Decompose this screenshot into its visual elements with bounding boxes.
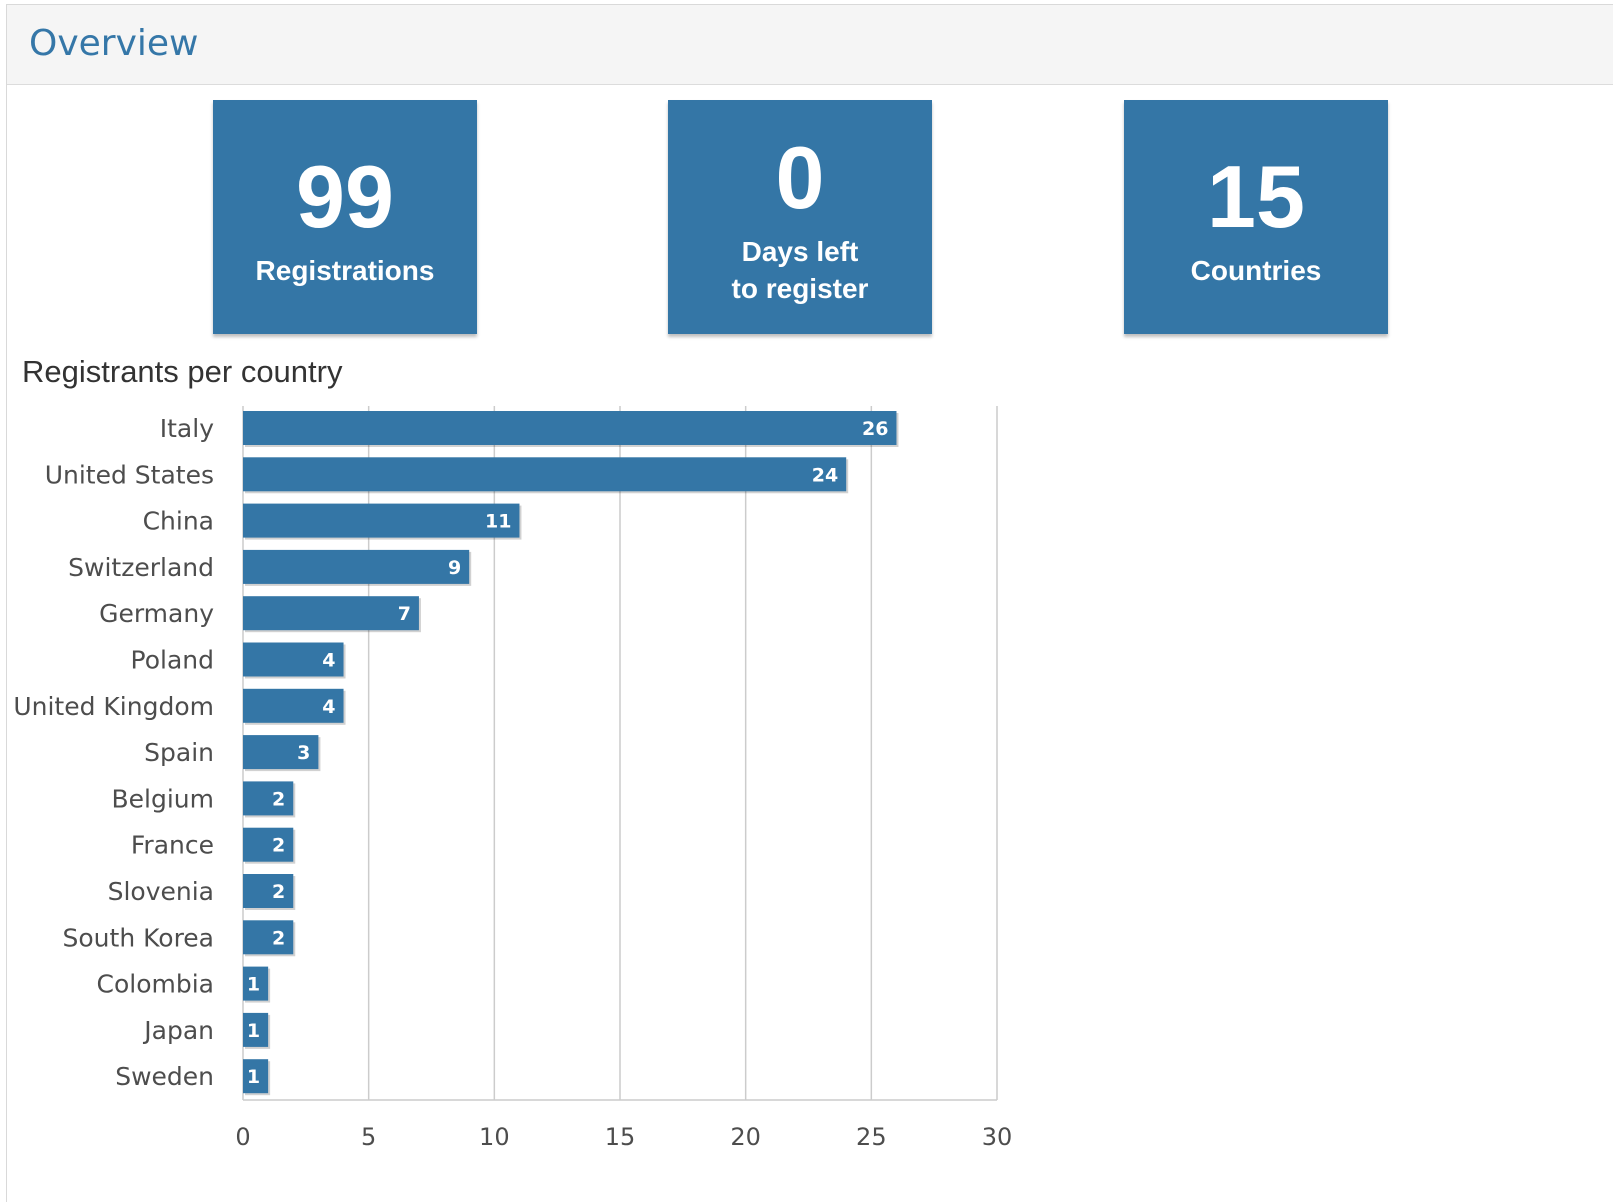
category-label: Poland — [131, 646, 214, 675]
category-label: Switzerland — [68, 553, 214, 582]
category-label: China — [143, 507, 214, 536]
bar — [243, 457, 847, 492]
data-label: 2 — [272, 788, 285, 810]
category-label: Sweden — [115, 1062, 214, 1091]
x-tick-label: 25 — [856, 1123, 887, 1151]
category-label: Slovenia — [108, 877, 214, 906]
bar — [243, 827, 294, 862]
data-label: 2 — [272, 927, 285, 949]
category-label: United Kingdom — [13, 692, 214, 721]
data-label: 2 — [272, 835, 285, 857]
category-label: Germany — [99, 599, 214, 628]
days-left-label-line-1: Days left — [741, 236, 859, 267]
bar — [243, 642, 344, 677]
category-label: Italy — [160, 414, 214, 443]
chart-title: Registrants per country — [22, 354, 343, 389]
bar — [243, 596, 419, 631]
bar — [243, 549, 470, 584]
panel-header: Overview — [7, 5, 1613, 85]
bar — [243, 411, 897, 445]
bar — [243, 966, 269, 1001]
category-label: Belgium — [112, 784, 215, 813]
x-tick-label: 15 — [605, 1123, 636, 1151]
countries-label: Countries — [1190, 255, 1322, 286]
bar — [243, 1059, 269, 1094]
days-left-count: 0 — [775, 128, 825, 227]
category-label: Spain — [144, 738, 214, 767]
data-label: 11 — [485, 511, 511, 533]
data-label: 7 — [398, 603, 411, 625]
category-label: Colombia — [97, 970, 214, 999]
data-label: 4 — [322, 696, 335, 718]
x-tick-label: 10 — [479, 1123, 510, 1151]
data-label: 4 — [322, 650, 335, 672]
data-label: 26 — [862, 418, 888, 440]
bar — [243, 503, 520, 538]
data-label: 3 — [297, 742, 310, 764]
x-tick-label: 30 — [982, 1123, 1013, 1151]
registrations-stat-card: 99 Registrations — [213, 100, 477, 334]
countries-stat-card: 15 Countries — [1124, 100, 1388, 334]
data-label: 1 — [247, 1020, 260, 1042]
x-tick-label: 5 — [361, 1123, 376, 1151]
category-label: Japan — [142, 1016, 214, 1045]
data-label: 24 — [812, 464, 838, 486]
days-left-label-line-2: to register — [731, 273, 869, 304]
category-label: United States — [45, 460, 214, 489]
category-label: South Korea — [63, 923, 214, 952]
data-label: 1 — [247, 974, 260, 996]
registrations-label: Registrations — [255, 255, 435, 286]
data-label: 2 — [272, 881, 285, 903]
category-label: France — [131, 831, 214, 860]
bar — [243, 874, 294, 908]
countries-count: 15 — [1207, 147, 1305, 246]
bar — [243, 1012, 269, 1047]
data-label: 9 — [448, 557, 461, 579]
registrations-count: 99 — [296, 147, 394, 246]
bar — [243, 920, 294, 955]
page-title: Overview — [29, 23, 199, 64]
bar — [243, 688, 344, 723]
x-tick-label: 0 — [235, 1123, 250, 1151]
bar — [243, 781, 294, 816]
x-tick-label: 20 — [730, 1123, 761, 1151]
data-label: 1 — [247, 1066, 260, 1088]
bar — [243, 735, 319, 770]
days-left-stat-card: 0 Days left to register — [668, 100, 932, 334]
